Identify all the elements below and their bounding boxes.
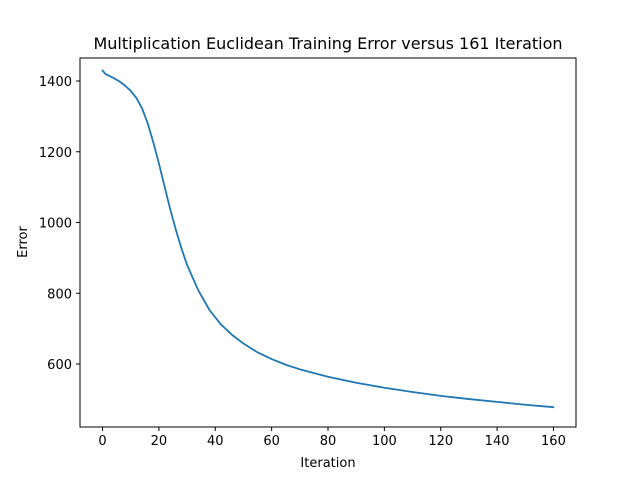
y-tick-label: 800 bbox=[47, 287, 72, 302]
x-tick-label: 60 bbox=[263, 434, 280, 449]
x-tick-label: 160 bbox=[541, 434, 566, 449]
y-tick-label: 1400 bbox=[39, 75, 72, 90]
x-tick-label: 20 bbox=[151, 434, 168, 449]
plot-frame bbox=[79, 57, 577, 428]
chart-title: Multiplication Euclidean Training Error … bbox=[93, 34, 562, 53]
plot-content bbox=[101, 69, 555, 409]
x-tick-label: 120 bbox=[428, 434, 453, 449]
x-tick-label: 100 bbox=[372, 434, 397, 449]
y-tick-label: 1000 bbox=[39, 217, 72, 232]
error-series-line bbox=[101, 69, 555, 409]
x-axis-label: Iteration bbox=[300, 456, 355, 471]
y-tick-label: 1200 bbox=[39, 146, 72, 161]
y-axis-label: Error bbox=[16, 226, 31, 258]
x-axis: 0 20 40 60 80 100 120 140 160 bbox=[98, 427, 566, 449]
y-axis: 600 800 1000 1200 1400 bbox=[39, 75, 80, 373]
x-tick-label: 40 bbox=[207, 434, 224, 449]
x-tick-label: 80 bbox=[320, 434, 337, 449]
x-tick-label: 0 bbox=[98, 434, 106, 449]
x-tick-label: 140 bbox=[485, 434, 510, 449]
y-tick-label: 600 bbox=[47, 358, 72, 373]
